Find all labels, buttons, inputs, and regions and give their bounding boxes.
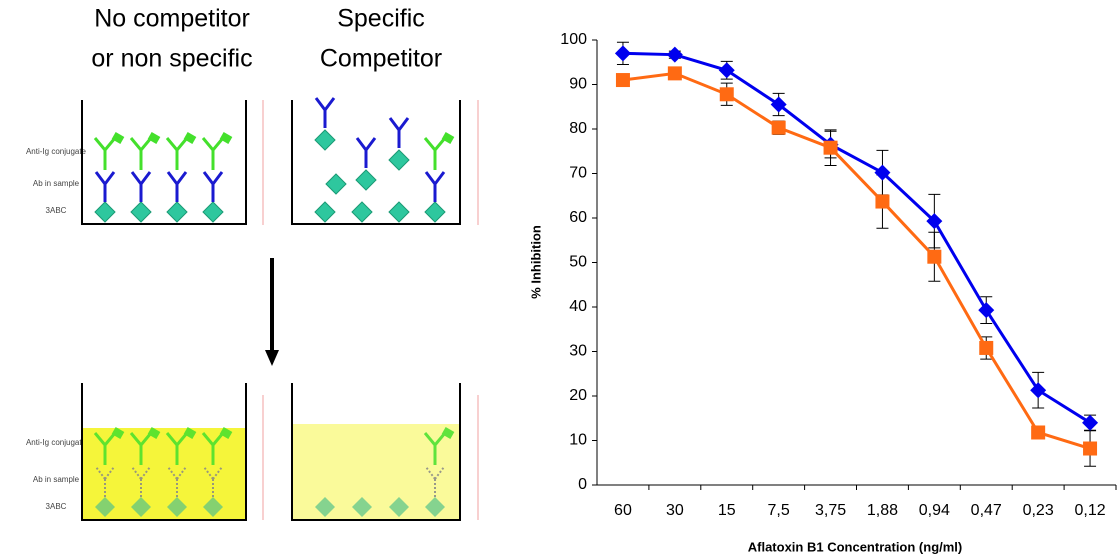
marker [770, 96, 787, 113]
marker [666, 46, 683, 63]
marker [719, 87, 734, 102]
left-title: No competitor [94, 5, 250, 33]
x-tick-label: 0,12 [1074, 502, 1105, 519]
well [81, 100, 247, 225]
marker [1082, 414, 1099, 431]
marker [978, 302, 995, 319]
x-tick-label: 0,94 [919, 502, 950, 519]
y-axis-title: % Inhibition [528, 225, 543, 299]
x-tick-label: 7,5 [768, 502, 790, 519]
y-tick-label: 20 [569, 387, 587, 404]
y-tick-label: 60 [569, 209, 587, 226]
y-tick-label: 70 [569, 165, 587, 182]
well-contents [93, 96, 456, 223]
x-tick-label: 3,75 [815, 502, 846, 519]
well [291, 100, 461, 225]
well [81, 383, 247, 521]
diagram: No competitor or non specific Specific C… [26, 5, 479, 521]
x-tick-label: 1,88 [867, 502, 898, 519]
arrow-head [265, 350, 279, 366]
label: 3ABC [46, 502, 67, 511]
marker [927, 249, 942, 264]
y-tick-label: 100 [560, 31, 587, 48]
well [291, 383, 461, 521]
right-title: Competitor [320, 45, 442, 73]
marker [667, 66, 682, 81]
y-tick-label: 30 [569, 343, 587, 360]
marker [823, 140, 838, 155]
marker [926, 213, 943, 230]
marker [874, 164, 891, 181]
series-line [622, 51, 1091, 424]
chart: % Inhibition Aflatoxin B1 Concentration … [528, 31, 1117, 554]
marker [1031, 425, 1046, 440]
right-title: Specific [337, 5, 425, 33]
x-tick-label: 0,47 [971, 502, 1002, 519]
x-axis-title: Aflatoxin B1 Concentration (ng/ml) [748, 539, 963, 554]
marker [771, 120, 786, 135]
y-tick-label: 40 [569, 298, 587, 315]
x-tick-label: 60 [614, 502, 632, 519]
marker [614, 45, 631, 62]
marker [615, 73, 630, 88]
left-title: or non specific [91, 45, 252, 73]
marker [979, 340, 994, 355]
y-tick-label: 50 [569, 254, 587, 271]
marker [1083, 441, 1098, 456]
label: Anti-Ig conjugate [26, 438, 87, 447]
series-line [622, 71, 1091, 450]
label: Ab in sample [33, 475, 80, 484]
y-tick-label: 80 [569, 120, 587, 137]
x-tick-label: 30 [666, 502, 684, 519]
label: Anti-Ig conjugate [26, 147, 87, 156]
marker [875, 194, 890, 209]
y-tick-label: 10 [569, 432, 587, 449]
marker [718, 62, 735, 79]
label: 3ABC [46, 206, 67, 215]
y-tick-label: 0 [578, 476, 587, 493]
x-tick-label: 15 [718, 502, 736, 519]
x-tick-label: 0,23 [1023, 502, 1054, 519]
label: Ab in sample [33, 179, 80, 188]
y-tick-label: 90 [569, 76, 587, 93]
marker [1030, 382, 1047, 399]
